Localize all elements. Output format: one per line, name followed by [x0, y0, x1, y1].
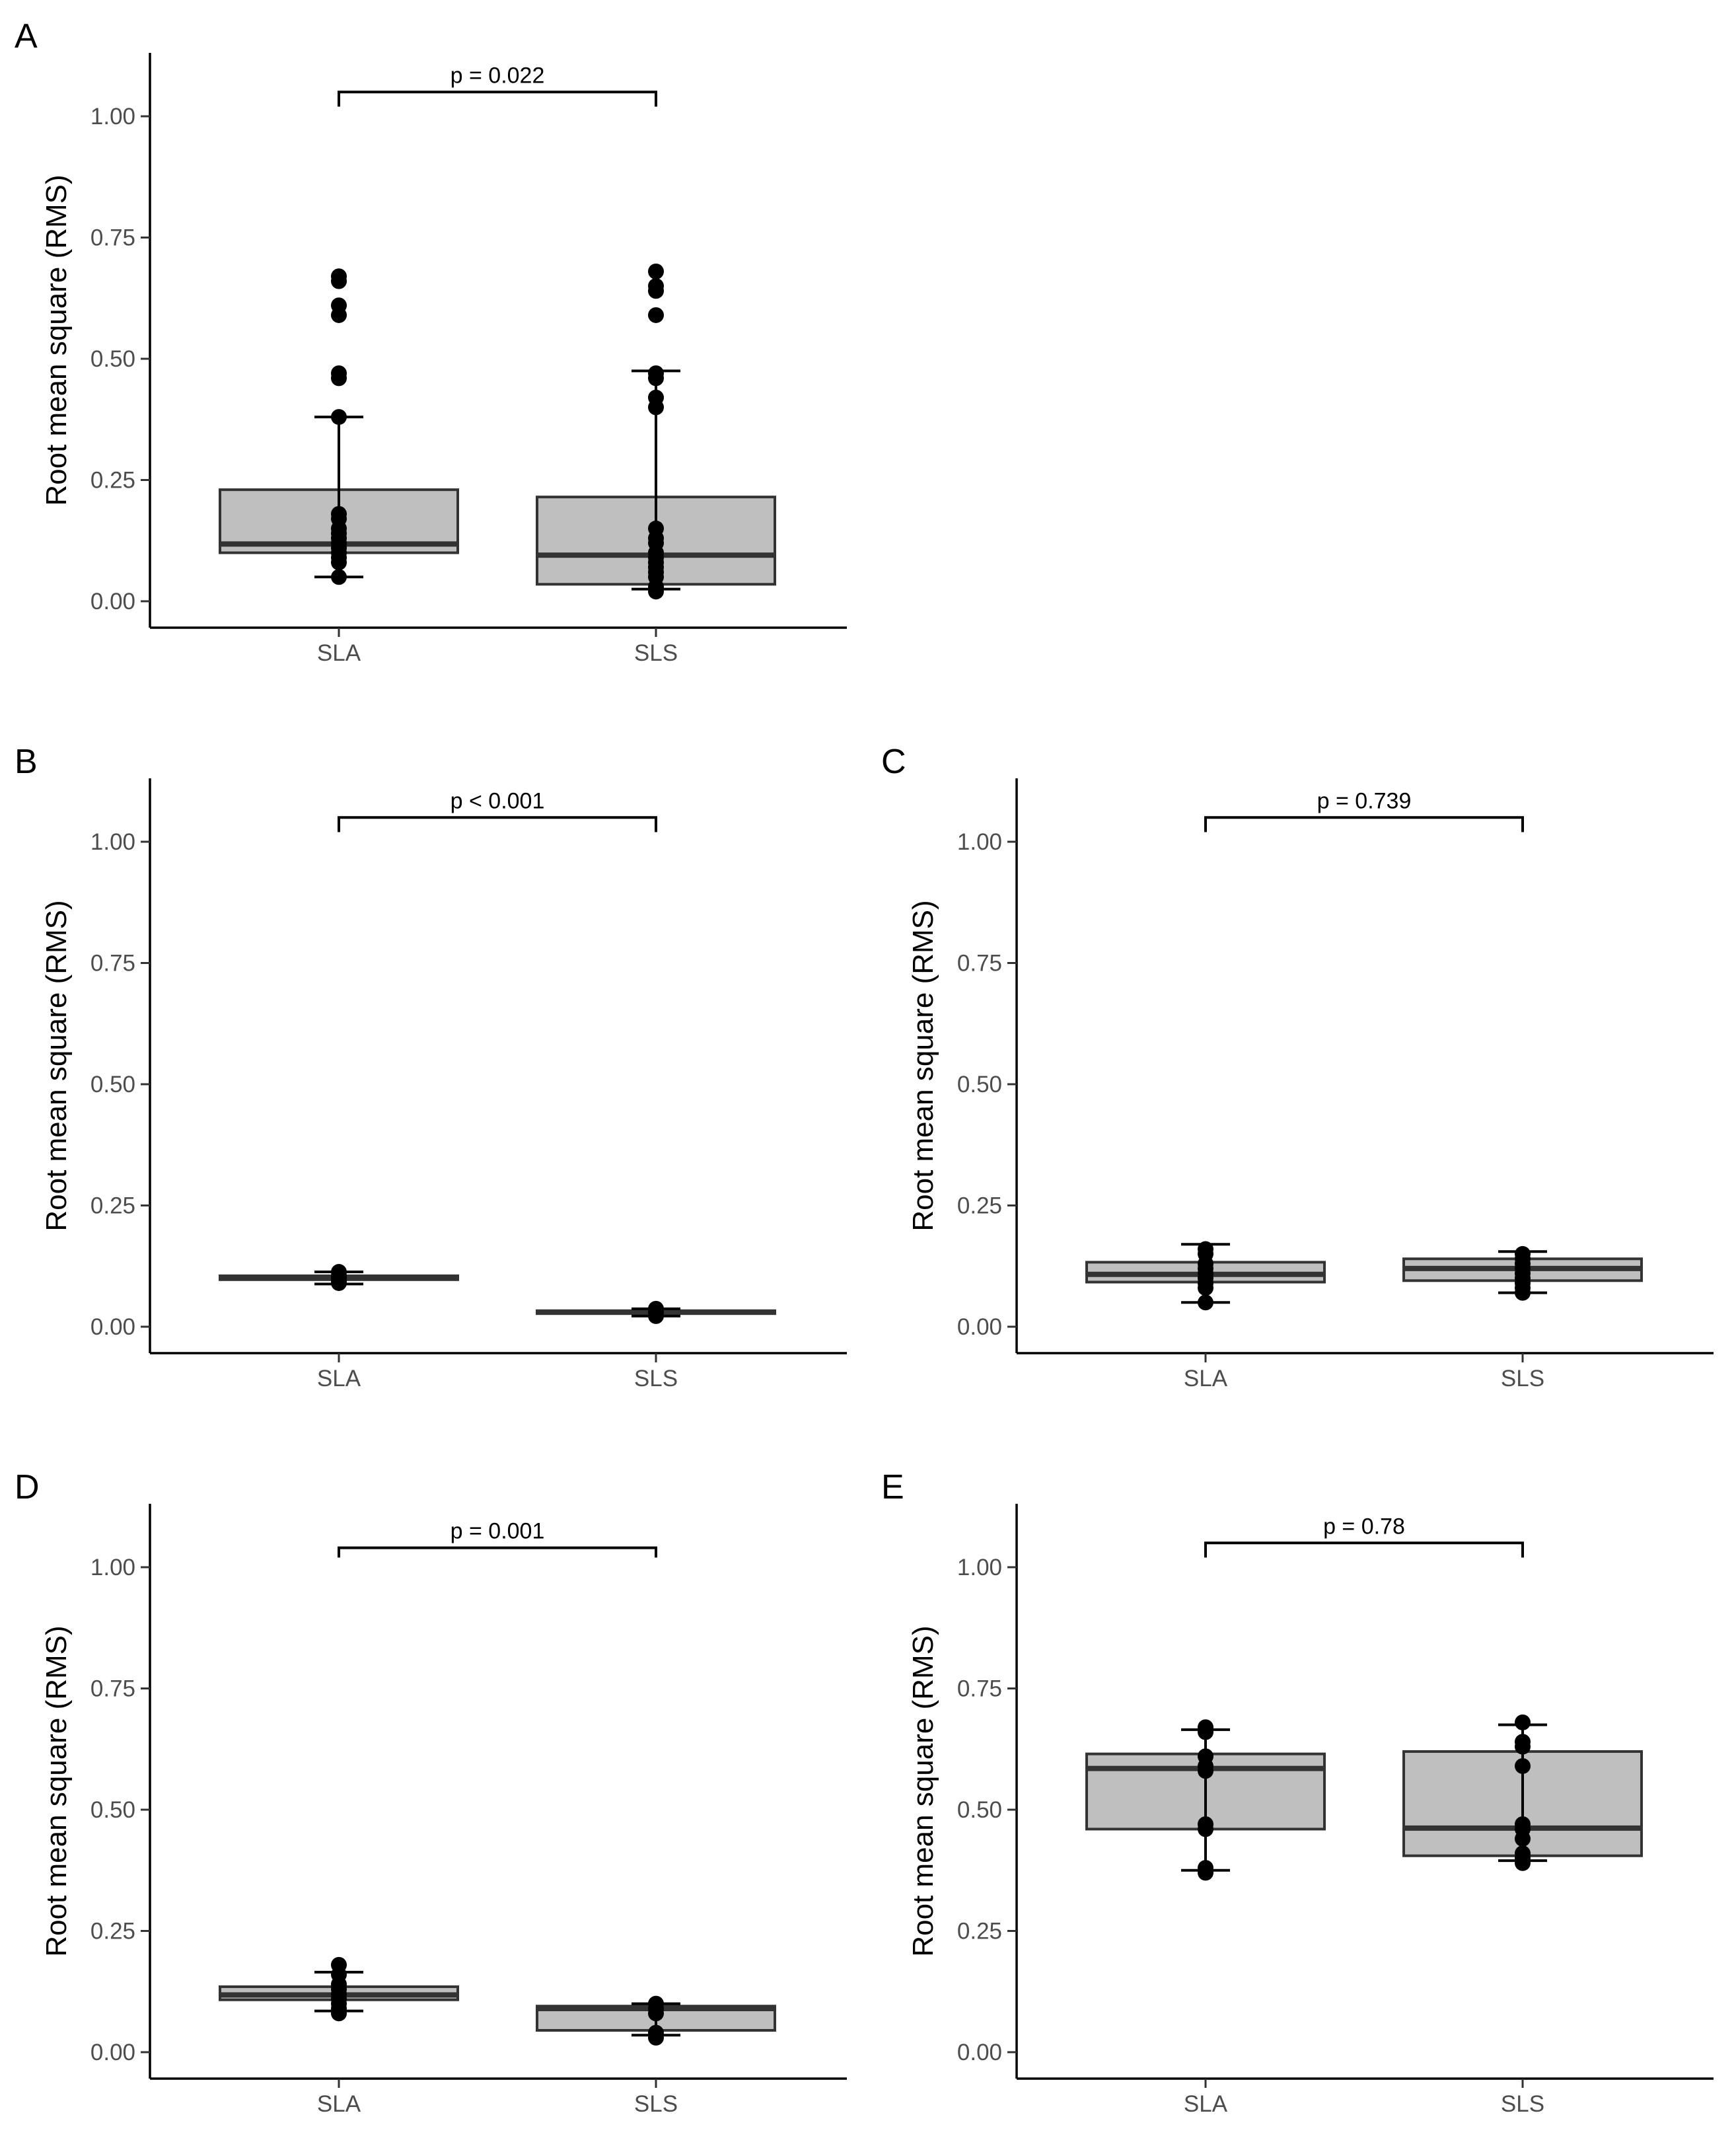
- data-point: [331, 1275, 347, 1291]
- data-point: [331, 554, 347, 571]
- data-point: [1515, 1284, 1531, 1301]
- y-tick-label: 0.00: [90, 2040, 135, 2065]
- panel-letter: A: [15, 17, 38, 56]
- y-tick-label: 0.50: [90, 346, 135, 372]
- data-point: [1515, 1738, 1531, 1755]
- data-point: [1515, 1758, 1531, 1774]
- panel-letter: D: [15, 1468, 40, 1506]
- significance-bracket: [338, 91, 657, 107]
- x-tick-label-sla: SLA: [317, 640, 361, 666]
- y-tick-label: 0.25: [90, 1919, 135, 1944]
- y-tick-label: 0.25: [957, 1193, 1002, 1219]
- x-tick-label-sls: SLS: [634, 2091, 678, 2117]
- data-point: [331, 409, 347, 426]
- y-tick-label: 1.00: [90, 1555, 135, 1580]
- y-axis-title: Root mean square (RMS): [907, 900, 939, 1231]
- data-point: [1198, 1280, 1213, 1296]
- y-tick-label: 0.75: [90, 951, 135, 977]
- y-tick-label: 0.25: [90, 468, 135, 494]
- panel-b: B 0.00 0.25 0.50 0.75 1.00 Root mean square (R…: [15, 743, 847, 1391]
- data-point: [331, 2005, 347, 2022]
- panel-d: D 0.00 0.25 0.50 0.75 1.00 Root mean square (R…: [15, 1468, 847, 2117]
- y-tick-label: 1.00: [957, 829, 1002, 855]
- data-point: [1515, 1855, 1531, 1871]
- significance-bracket: [338, 816, 657, 832]
- data-point: [1198, 1821, 1213, 1837]
- significance-bracket: [1204, 816, 1524, 832]
- significance-label: p = 0.001: [451, 1519, 545, 1544]
- x-tick-label-sla: SLA: [317, 2091, 361, 2117]
- y-tick-label: 1.00: [90, 829, 135, 855]
- data-point: [648, 583, 664, 600]
- significance-label: p = 0.78: [1323, 1514, 1405, 1539]
- data-point: [648, 399, 664, 416]
- y-tick-label: 0.25: [957, 1919, 1002, 1944]
- x-tick-label-sls: SLS: [1501, 1366, 1544, 1391]
- panel-letter: C: [881, 743, 906, 781]
- y-tick-label: 0.00: [957, 2040, 1002, 2065]
- data-point: [331, 307, 347, 323]
- y-axis-title: Root mean square (RMS): [907, 1625, 939, 1956]
- data-point: [648, 263, 664, 279]
- panel-letter: B: [15, 743, 38, 781]
- panel-a: A 0.00 0.25 0.50 0.75 1.00 Root mean square (R…: [15, 17, 847, 666]
- y-tick-label: 0.50: [957, 1072, 1002, 1097]
- y-tick-label: 1.00: [957, 1555, 1002, 1580]
- data-point: [1198, 1763, 1213, 1779]
- significance-bracket: [1204, 1541, 1524, 1558]
- significance-label: p < 0.001: [451, 788, 545, 813]
- data-point: [1198, 1294, 1213, 1311]
- y-tick-label: 0.75: [90, 225, 135, 251]
- data-point: [648, 370, 664, 387]
- data-point: [648, 307, 664, 323]
- data-point: [648, 1308, 664, 1324]
- y-tick-label: 0.75: [90, 1676, 135, 1702]
- significance-label: p = 0.739: [1317, 788, 1412, 813]
- data-point: [1198, 1724, 1213, 1740]
- y-tick-label: 0.25: [90, 1193, 135, 1219]
- panel-e: E 0.00 0.25 0.50 0.75 1.00 Root mean square (R…: [881, 1468, 1714, 2117]
- data-point: [1198, 1865, 1213, 1881]
- significance-bracket: [338, 1546, 657, 1558]
- significance-label: p = 0.022: [451, 63, 545, 88]
- data-point: [331, 268, 347, 285]
- y-tick-label: 0.00: [957, 1314, 1002, 1340]
- x-tick-label-sla: SLA: [1184, 2091, 1228, 2117]
- y-tick-label: 0.00: [90, 1314, 135, 1340]
- data-point: [648, 2029, 664, 2046]
- y-tick-label: 0.50: [957, 1797, 1002, 1823]
- x-tick-label-sls: SLS: [634, 640, 678, 666]
- y-tick-label: 0.50: [90, 1072, 135, 1097]
- x-tick-label-sla: SLA: [1184, 1366, 1228, 1391]
- data-point: [648, 283, 664, 299]
- y-tick-label: 0.00: [90, 589, 135, 614]
- data-point: [331, 569, 347, 585]
- y-axis-title: Root mean square (RMS): [40, 900, 73, 1231]
- y-axis-title: Root mean square (RMS): [40, 1625, 73, 1956]
- y-axis-title: Root mean square (RMS): [40, 174, 73, 505]
- data-point: [648, 2005, 664, 2022]
- data-point: [1515, 1714, 1531, 1730]
- y-tick-label: 0.75: [957, 1676, 1002, 1702]
- data-point: [1515, 1831, 1531, 1847]
- x-tick-label-sla: SLA: [317, 1366, 361, 1391]
- panel-c: C 0.00 0.25 0.50 0.75 1.00 Root mean square (R…: [881, 743, 1714, 1391]
- x-tick-label-sls: SLS: [634, 1366, 678, 1391]
- y-tick-label: 0.75: [957, 951, 1002, 977]
- panel-letter: E: [881, 1468, 904, 1506]
- y-tick-label: 0.50: [90, 1797, 135, 1823]
- x-tick-label-sls: SLS: [1501, 2091, 1544, 2117]
- y-tick-label: 1.00: [90, 104, 135, 130]
- data-point: [331, 370, 347, 387]
